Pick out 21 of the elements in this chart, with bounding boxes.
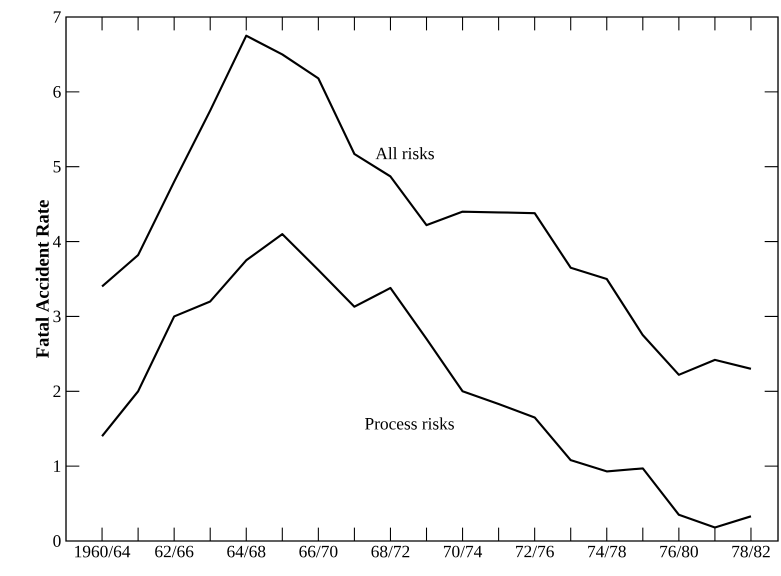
y-axis-title: Fatal Accident Rate <box>36 200 49 358</box>
y-tick-label: 0 <box>53 535 61 547</box>
y-tick-label: 1 <box>54 460 60 472</box>
x-tick-label: 64/68 <box>227 546 266 558</box>
x-tick-label: 76/80 <box>660 546 698 558</box>
y-tick-label: 7 <box>54 11 61 23</box>
y-tick-label: 2 <box>53 386 60 398</box>
x-tick-label: 62/66 <box>155 546 194 558</box>
x-tick-label: 72/76 <box>516 546 554 558</box>
y-tick-label: 3 <box>53 310 61 322</box>
x-tick-label: 78/82 <box>732 546 770 558</box>
y-tick-label: 6 <box>53 86 61 98</box>
x-tick-label: 70/74 <box>444 546 482 558</box>
y-tick-label: 5 <box>54 160 61 172</box>
x-tick-label: 74/78 <box>588 546 626 558</box>
series-label: Process risks <box>365 417 454 430</box>
x-tick-label: 1960/64 <box>75 546 130 558</box>
x-tick-label: 66/70 <box>299 546 338 558</box>
series-label: All risks <box>376 147 434 160</box>
x-tick-label: 68/72 <box>371 546 410 558</box>
y-tick-label: 4 <box>52 236 62 248</box>
